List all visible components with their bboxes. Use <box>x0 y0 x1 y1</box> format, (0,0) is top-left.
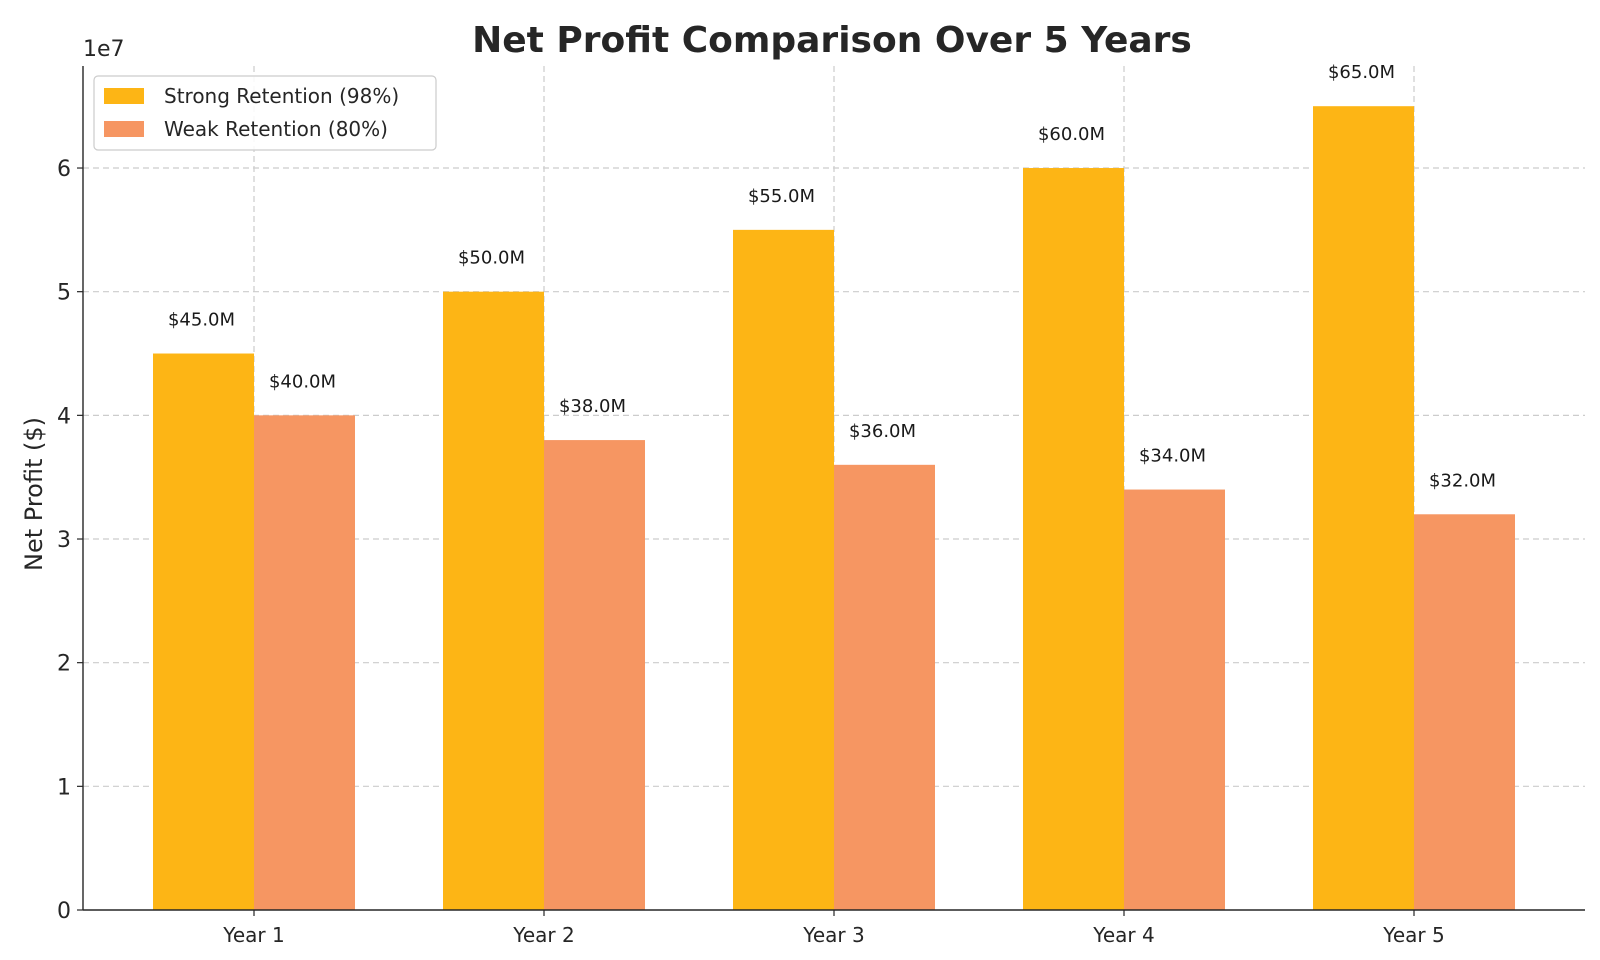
bar-value-label: $40.0M <box>269 371 336 392</box>
bar-value-label: $50.0M <box>458 248 525 269</box>
bar-weak-retention <box>1414 514 1515 910</box>
bar-value-label: $60.0M <box>1038 124 1105 145</box>
legend-label: Strong Retention (98%) <box>164 84 399 108</box>
x-tick-label: Year 2 <box>512 923 574 947</box>
bar-value-label: $55.0M <box>748 186 815 207</box>
bars <box>153 106 1515 911</box>
bar-value-label: $38.0M <box>559 396 626 417</box>
data-labels: $45.0M $50.0M $55.0M $60.0M $65.0M $40.0M $38.… <box>168 62 1496 491</box>
bar-strong-retention <box>443 291 544 911</box>
x-tick-label: Year 1 <box>222 923 284 947</box>
bar-value-label: $65.0M <box>1328 62 1395 83</box>
y-tick-label: 0 <box>57 899 71 924</box>
bar-strong-retention <box>1313 106 1414 910</box>
legend: Strong Retention (98%) Weak Retention (80… <box>93 75 437 151</box>
legend-box <box>93 75 437 151</box>
bar-strong-retention <box>153 353 254 910</box>
legend-label: Weak Retention (80%) <box>164 117 388 141</box>
y-tick-label: 1 <box>57 775 71 800</box>
bar-strong-retention <box>733 229 834 910</box>
y-axis-label: Net Profit ($) <box>20 417 48 571</box>
bar-weak-retention <box>544 440 645 910</box>
axes: 0 1 2 3 4 5 6 Year 1 Year 2 Year 3 Year 4 Year 5 <box>57 66 1585 947</box>
bar-weak-retention <box>834 464 935 910</box>
chart-title: Net Profit Comparison Over 5 Years <box>472 20 1192 61</box>
x-tick-label: Year 4 <box>1092 923 1154 947</box>
x-tick-label: Year 3 <box>802 923 864 947</box>
bar-value-label: $32.0M <box>1429 470 1496 491</box>
bar-value-label: $36.0M <box>849 421 916 442</box>
bar-value-label: $34.0M <box>1139 446 1206 467</box>
y-tick-label: 5 <box>57 281 71 306</box>
y-axis-offset-label: 1e7 <box>83 37 125 62</box>
bar-value-label: $45.0M <box>168 310 235 331</box>
bar-weak-retention <box>254 415 355 910</box>
y-tick-label: 3 <box>57 528 71 553</box>
bar-weak-retention <box>1124 489 1225 910</box>
y-tick-label: 6 <box>57 157 71 182</box>
y-tick-label: 2 <box>57 652 71 677</box>
bar-strong-retention <box>1023 168 1124 910</box>
y-tick-label: 4 <box>57 404 71 429</box>
legend-swatch <box>104 121 144 137</box>
legend-swatch <box>104 88 144 104</box>
x-tick-label: Year 5 <box>1382 923 1444 947</box>
